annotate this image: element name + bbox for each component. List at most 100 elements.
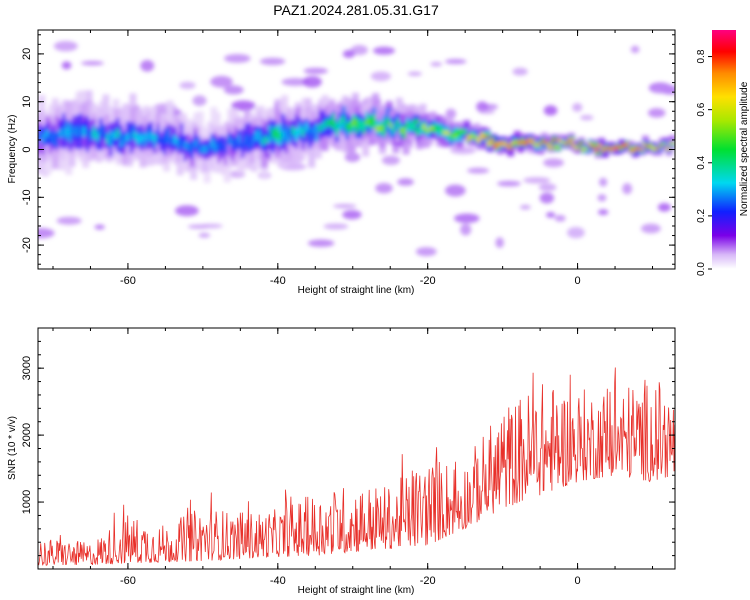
x-tick-label: 0: [575, 575, 581, 587]
spectrogram-noise-cell: [80, 61, 104, 66]
y-tick-label: 1000: [21, 490, 33, 514]
spectrogram-noise-cell: [478, 109, 495, 114]
spectrogram-noise-cell: [407, 71, 422, 76]
snr-line: [38, 367, 675, 566]
y-tick-label: -20: [21, 237, 33, 253]
spectrogram-noise-cell: [567, 226, 585, 239]
spectrogram-noise-cell: [350, 45, 369, 56]
spectrogram-noise-cell: [381, 155, 401, 165]
spectrogram-noise-cell: [140, 59, 155, 72]
spectrogram-noise-cell: [539, 192, 555, 204]
spectrogram-noise-cell: [56, 216, 82, 225]
spectrogram-noise-cell: [657, 202, 671, 212]
spectrogram-noise-cell: [259, 57, 286, 66]
spectrogram-ylabel: Frequency (Hz): [7, 115, 18, 184]
spectrogram-noise-cell: [640, 223, 661, 234]
x-tick-label: -20: [420, 275, 436, 287]
spectrogram-cell: [669, 142, 675, 145]
y-tick-label: 0: [21, 146, 33, 152]
spectrogram-noise-cell: [397, 178, 414, 186]
spectrogram-noise-cell: [647, 108, 666, 118]
spectrogram-noise-cell: [370, 71, 391, 82]
x-tick-label: -40: [270, 275, 286, 287]
spectrogram-noise-cell: [94, 224, 105, 230]
spectrogram-noise-cell: [307, 239, 335, 247]
snr-series: [38, 367, 675, 566]
spectrogram-noise-cell: [342, 209, 362, 220]
spectrogram-noise-cell: [622, 183, 633, 195]
snr-panel: -60 -40 -20 0 1000 2000 3000 Height of straigh…: [7, 327, 676, 596]
spectrogram-noise-cell: [519, 204, 531, 210]
spectrogram-heat: [38, 40, 675, 257]
colorbar: 0.0 0.2 0.4 0.6 0.8 Normalized spectral ampl…: [696, 30, 750, 276]
spectrogram-noise-cell: [546, 211, 556, 218]
colorbar-tick-label: 0.2: [696, 209, 707, 223]
spectrogram-noise-cell: [223, 53, 251, 63]
x-tick-label: 0: [575, 275, 581, 287]
spectrogram-noise-cell: [332, 204, 357, 209]
spectrogram-noise-cell: [453, 213, 480, 224]
spectrogram-noise-cell: [231, 100, 256, 111]
spectrogram-noise-cell: [554, 215, 566, 222]
spectrogram-noise-cell: [198, 232, 211, 238]
spectrogram-noise-cell: [444, 59, 467, 65]
spectrogram-noise-cell: [61, 61, 72, 70]
colorbar-tick-label: 0.0: [696, 262, 707, 276]
spectrogram-noise-cell: [342, 49, 355, 59]
colorbar-tick-label: 0.8: [696, 49, 707, 63]
spectrogram-noise-cell: [460, 223, 472, 236]
spectrogram-cell: [554, 145, 562, 148]
spectrogram-noise-cell: [223, 85, 244, 95]
spectrogram-noise-cell: [543, 158, 564, 168]
spectrogram-noise-cell: [467, 167, 490, 174]
x-tick-label: -20: [420, 575, 436, 587]
colorbar-label: Normalized spectral amplitude: [739, 81, 750, 216]
spectrogram-noise-cell: [375, 182, 393, 194]
spectrogram-noise-cell: [445, 184, 466, 197]
spectrogram-panel: -60 -40 -20 0 -20 -10 0 10 20 Height of straight…: [7, 29, 676, 296]
snr-ylabel: SNR (10 * v/v): [7, 416, 18, 480]
colorbar-gradient: [712, 30, 736, 269]
x-tick-label: -40: [270, 575, 286, 587]
spectrogram-noise-cell: [281, 78, 309, 86]
spectrogram-noise-cell: [580, 114, 594, 121]
y-tick-label: 20: [21, 48, 33, 60]
spectrogram-noise-cell: [210, 75, 233, 88]
spectrogram-noise-cell: [543, 105, 558, 116]
spectrogram-noise-cell: [323, 223, 349, 230]
spectrogram-noise-cell: [372, 46, 396, 55]
spectrogram-noise-cell: [303, 67, 328, 75]
y-tick-label: 3000: [21, 356, 33, 380]
spectrogram-noise-cell: [415, 247, 437, 257]
spectrogram-noise-cell: [599, 177, 608, 187]
spectrogram-noise-cell: [445, 108, 457, 119]
spectrogram-noise-cell: [523, 177, 551, 184]
figure-title: PAZ1.2024.281.05.31.G17: [273, 2, 439, 18]
spectrogram-noise-cell: [476, 101, 489, 113]
spectrogram-noise-cell: [630, 45, 640, 54]
y-tick-label: 10: [21, 96, 33, 108]
colorbar-ticks: 0.0 0.2 0.4 0.6 0.8: [696, 49, 712, 276]
spectrogram-noise-cell: [175, 205, 199, 217]
colorbar-tick-label: 0.6: [696, 102, 707, 116]
snr-xlabel: Height of straight line (km): [298, 585, 415, 596]
spectrogram-noise-cell: [179, 81, 196, 90]
spectrogram-noise-cell: [597, 209, 609, 216]
x-tick-label: -60: [120, 275, 136, 287]
snr-axes: -60 -40 -20 0 1000 2000 3000: [21, 327, 675, 587]
spectrogram-noise-cell: [495, 237, 504, 249]
spectrogram-noise-cell: [199, 223, 223, 229]
spectrogram-noise-cell: [430, 62, 443, 67]
spectrogram-noise-cell: [192, 95, 207, 106]
spectrogram-noise-cell: [497, 180, 521, 187]
y-tick-label: 2000: [21, 423, 33, 447]
spectrogram-xlabel: Height of straight line (km): [298, 285, 415, 296]
colorbar-tick-label: 0.4: [696, 155, 707, 169]
spectrogram-noise-cell: [302, 76, 322, 88]
spectrogram-noise-cell: [651, 85, 675, 93]
spectrogram-noise-cell: [572, 103, 583, 112]
x-tick-label: -60: [120, 575, 136, 587]
spectrogram-noise-cell: [538, 183, 557, 192]
spectrogram-axes: -60 -40 -20 0 -20 -10 0 10 20: [21, 30, 675, 287]
